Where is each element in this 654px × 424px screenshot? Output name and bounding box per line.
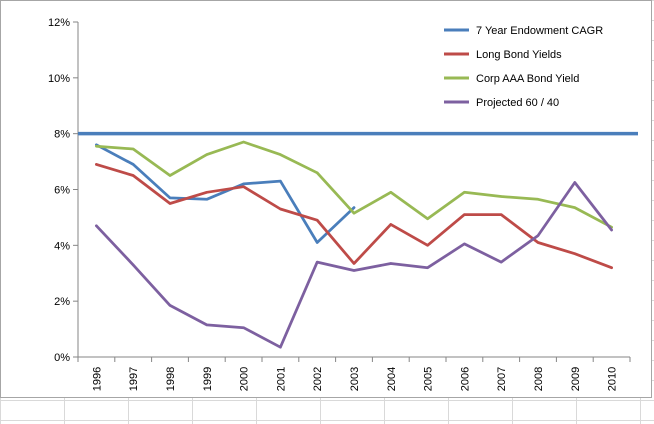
x-tick-label: 2004 bbox=[386, 367, 398, 391]
data-point bbox=[95, 224, 98, 227]
x-tick-label: 2002 bbox=[312, 367, 324, 391]
data-point bbox=[132, 163, 135, 166]
data-point bbox=[573, 252, 576, 255]
y-tick-label: 2% bbox=[54, 296, 70, 308]
legend-item[interactable]: Projected 60 / 40 bbox=[444, 97, 559, 109]
legend-label: Long Bond Yields bbox=[476, 49, 562, 61]
data-point bbox=[132, 174, 135, 177]
data-point bbox=[610, 228, 613, 232]
y-tick-label: 0% bbox=[54, 352, 70, 364]
legend-item[interactable]: 7 Year Endowment CAGR bbox=[444, 25, 603, 37]
data-point bbox=[316, 219, 319, 222]
data-point bbox=[132, 263, 135, 267]
x-tick-label: 1998 bbox=[165, 367, 177, 391]
data-point bbox=[205, 191, 208, 194]
legend-label: Projected 60 / 40 bbox=[476, 97, 559, 109]
data-point bbox=[205, 323, 208, 327]
data-point bbox=[242, 185, 245, 188]
x-tick-label: 2005 bbox=[423, 367, 435, 391]
series-line[interactable] bbox=[95, 143, 356, 244]
data-point bbox=[168, 304, 172, 307]
data-point bbox=[168, 196, 172, 200]
data-point bbox=[389, 262, 392, 265]
data-point bbox=[573, 206, 576, 209]
x-tick-label: 1999 bbox=[202, 367, 214, 391]
y-tick-label: 8% bbox=[54, 129, 70, 141]
data-point bbox=[536, 234, 540, 237]
data-point bbox=[500, 195, 503, 198]
data-point bbox=[316, 171, 319, 174]
series-7-year-endowment-cagr bbox=[95, 143, 356, 244]
data-point bbox=[168, 174, 172, 177]
x-tick-label: 2006 bbox=[459, 367, 471, 391]
data-point bbox=[168, 202, 172, 205]
data-point bbox=[352, 269, 356, 272]
data-point bbox=[352, 262, 356, 265]
data-point bbox=[426, 266, 429, 269]
data-point bbox=[536, 241, 540, 244]
x-tick-label: 2010 bbox=[607, 367, 619, 391]
data-point bbox=[242, 182, 245, 186]
data-point bbox=[316, 241, 319, 244]
data-point bbox=[242, 140, 245, 144]
data-point bbox=[573, 181, 576, 184]
legend-item[interactable]: Long Bond Yields bbox=[444, 49, 562, 61]
data-point bbox=[279, 179, 282, 183]
data-point bbox=[279, 346, 282, 349]
data-point bbox=[95, 145, 98, 148]
x-tick-label: 2009 bbox=[570, 367, 582, 391]
series-corp-aaa-bond-yield bbox=[95, 140, 613, 229]
data-point bbox=[279, 207, 282, 211]
data-point bbox=[132, 147, 135, 151]
data-point bbox=[279, 153, 282, 156]
data-point bbox=[500, 213, 503, 216]
legend-label: 7 Year Endowment CAGR bbox=[476, 25, 603, 37]
y-tick-label: 12% bbox=[48, 17, 70, 29]
x-tick-label: 1997 bbox=[128, 367, 140, 391]
data-point bbox=[536, 198, 540, 201]
data-point bbox=[500, 260, 503, 264]
data-point bbox=[205, 198, 208, 201]
data-point bbox=[426, 217, 429, 221]
x-tick-label: 1996 bbox=[91, 367, 103, 391]
data-point bbox=[610, 266, 613, 269]
data-point bbox=[389, 223, 392, 226]
chart-area[interactable] bbox=[0, 0, 652, 398]
y-tick-label: 10% bbox=[48, 73, 70, 85]
data-point bbox=[352, 212, 356, 215]
data-point bbox=[316, 260, 319, 264]
data-point bbox=[389, 191, 392, 194]
y-tick-label: 4% bbox=[54, 240, 70, 252]
y-tick-label: 6% bbox=[54, 185, 70, 197]
x-tick-label: 2008 bbox=[533, 367, 545, 391]
series-projected-60-40 bbox=[95, 181, 613, 349]
data-point bbox=[463, 213, 466, 216]
x-tick-label: 2007 bbox=[496, 367, 508, 391]
data-point bbox=[352, 206, 356, 209]
series-long-bond-yields bbox=[95, 163, 613, 270]
legend-label: Corp AAA Bond Yield bbox=[476, 73, 579, 85]
x-tick-label: 2000 bbox=[239, 367, 251, 391]
data-point bbox=[95, 163, 98, 166]
data-point bbox=[463, 191, 466, 194]
data-point bbox=[242, 326, 245, 329]
legend-item[interactable]: Corp AAA Bond Yield bbox=[444, 73, 579, 85]
x-tick-label: 2003 bbox=[349, 367, 361, 391]
data-point bbox=[205, 153, 208, 156]
data-point bbox=[463, 242, 466, 246]
series-line[interactable] bbox=[95, 163, 613, 270]
data-point bbox=[426, 244, 429, 247]
x-tick-label: 2001 bbox=[275, 367, 287, 391]
